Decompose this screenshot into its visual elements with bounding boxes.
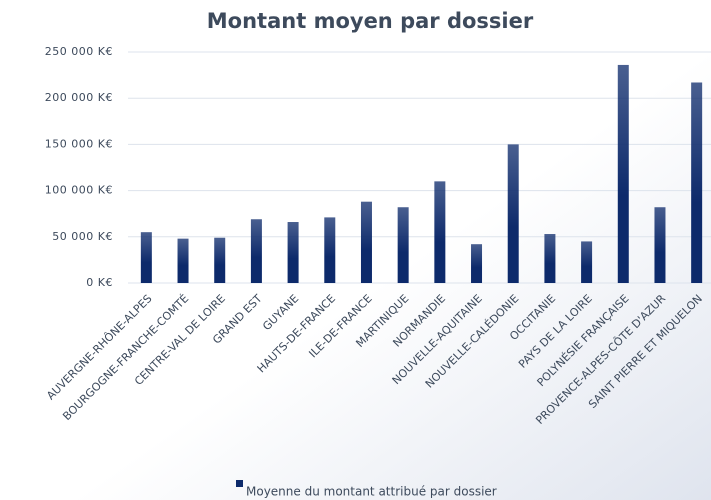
bar bbox=[581, 241, 593, 283]
bar bbox=[471, 244, 483, 283]
bar bbox=[214, 237, 226, 283]
y-tick-label: 250 000 K€ bbox=[45, 45, 113, 58]
chart-title: Montant moyen par dossier bbox=[207, 9, 534, 33]
bar bbox=[250, 219, 262, 283]
y-tick-label: 200 000 K€ bbox=[45, 91, 113, 104]
bar bbox=[360, 201, 372, 283]
bar bbox=[324, 217, 336, 283]
bar bbox=[434, 181, 446, 283]
legend-label: Moyenne du montant attribué par dossier bbox=[246, 485, 497, 499]
y-tick-label: 0 K€ bbox=[86, 276, 113, 289]
bar bbox=[544, 234, 556, 283]
bar bbox=[177, 238, 189, 283]
bar bbox=[287, 222, 299, 283]
y-tick-label: 50 000 K€ bbox=[52, 230, 113, 243]
y-tick-label: 150 000 K€ bbox=[45, 137, 113, 150]
bar bbox=[691, 82, 703, 283]
bar bbox=[397, 207, 409, 283]
bar bbox=[507, 144, 519, 283]
bar bbox=[654, 207, 666, 283]
y-tick-label: 100 000 K€ bbox=[45, 184, 113, 197]
bar bbox=[617, 64, 629, 283]
bar bbox=[140, 232, 152, 283]
legend-swatch bbox=[236, 480, 243, 487]
